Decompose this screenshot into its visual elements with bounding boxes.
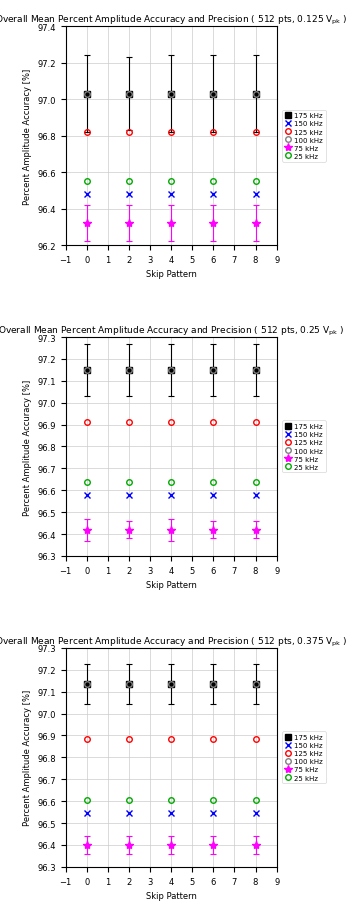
Title: Overall Mean Percent Amplitude Accuracy and Precision ( 512 pts, 0.375 V$_\mathr: Overall Mean Percent Amplitude Accuracy … bbox=[0, 635, 347, 648]
Legend: 175 kHz, 150 kHz, 125 kHz, 100 kHz, 75 kHz, 25 kHz: 175 kHz, 150 kHz, 125 kHz, 100 kHz, 75 k… bbox=[282, 110, 325, 163]
Title: Overall Mean Percent Amplitude Accuracy and Precision ( 512 pts, 0.125 V$_\mathr: Overall Mean Percent Amplitude Accuracy … bbox=[0, 14, 347, 27]
Y-axis label: Percent Amplitude Accuracy [%]: Percent Amplitude Accuracy [%] bbox=[23, 379, 32, 515]
X-axis label: Skip Pattern: Skip Pattern bbox=[146, 891, 197, 900]
X-axis label: Skip Pattern: Skip Pattern bbox=[146, 581, 197, 590]
Title: Overall Mean Percent Amplitude Accuracy and Precision ( 512 pts, 0.25 V$_\mathrm: Overall Mean Percent Amplitude Accuracy … bbox=[0, 324, 344, 338]
Y-axis label: Percent Amplitude Accuracy [%]: Percent Amplitude Accuracy [%] bbox=[23, 69, 32, 204]
Legend: 175 kHz, 150 kHz, 125 kHz, 100 kHz, 75 kHz, 25 kHz: 175 kHz, 150 kHz, 125 kHz, 100 kHz, 75 k… bbox=[282, 421, 325, 473]
Y-axis label: Percent Amplitude Accuracy [%]: Percent Amplitude Accuracy [%] bbox=[23, 690, 32, 825]
Legend: 175 kHz, 150 kHz, 125 kHz, 100 kHz, 75 kHz, 25 kHz: 175 kHz, 150 kHz, 125 kHz, 100 kHz, 75 k… bbox=[282, 731, 325, 784]
X-axis label: Skip Pattern: Skip Pattern bbox=[146, 270, 197, 279]
